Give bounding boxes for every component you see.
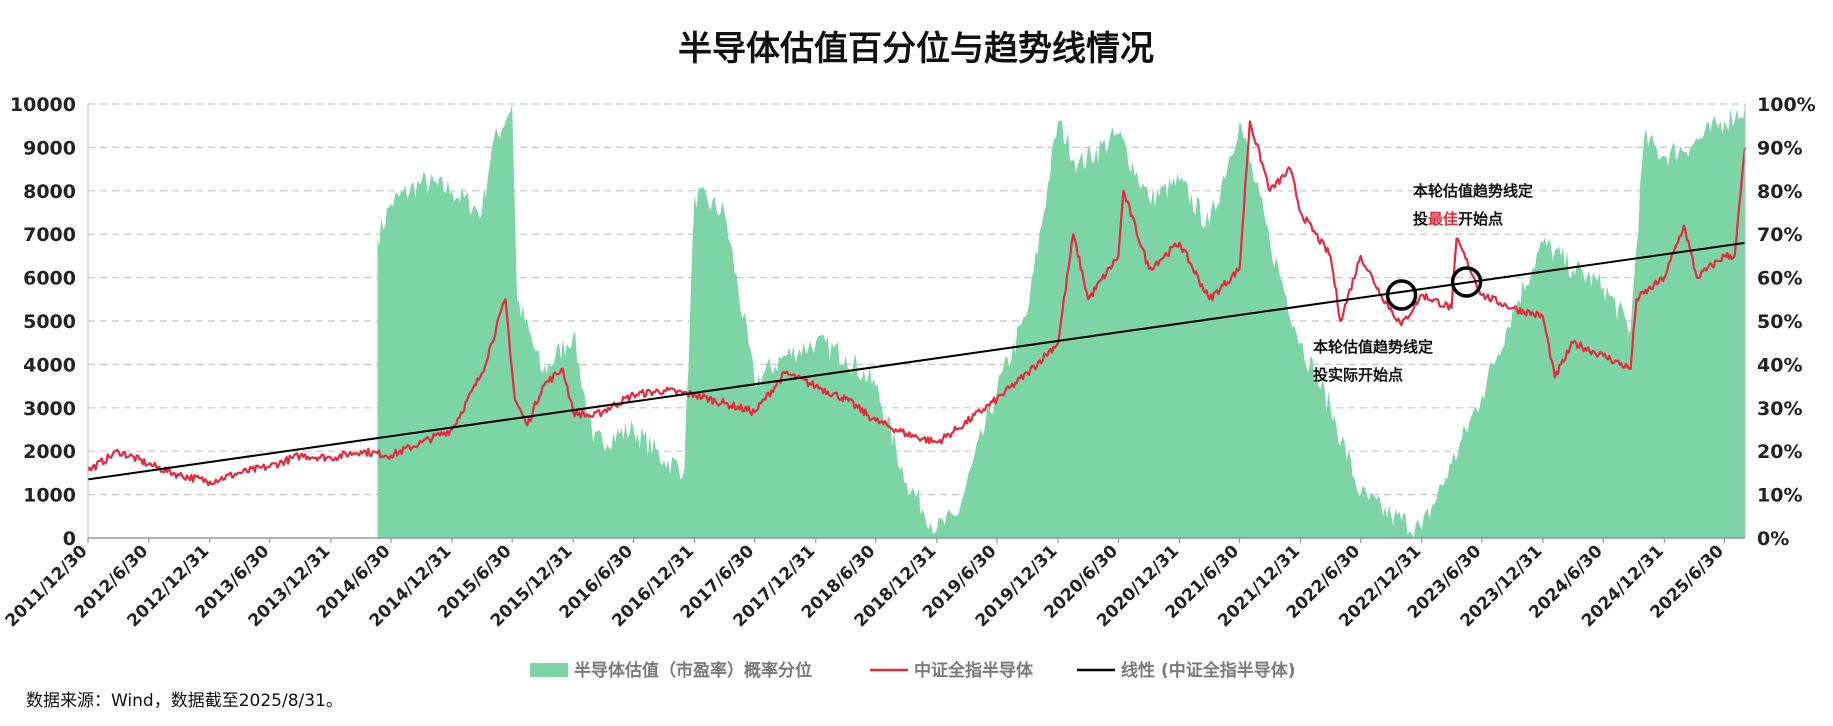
left-tick-label: 6000 bbox=[23, 268, 76, 290]
left-tick-label: 1000 bbox=[23, 485, 76, 507]
right-tick-label: 100% bbox=[1757, 94, 1816, 116]
legend-label: 线性 (中证全指半导体) bbox=[1121, 660, 1295, 681]
left-tick-label: 10000 bbox=[10, 94, 76, 116]
line-layer bbox=[87, 120, 1747, 487]
series-line-index bbox=[87, 120, 1747, 487]
series-line-trend bbox=[87, 241, 1746, 481]
annotation-marker-circle bbox=[1450, 266, 1483, 298]
legend-label: 半导体估值（市盈率）概率分位 bbox=[574, 660, 812, 681]
annotation-text-segment: 本轮估值趋势线定 bbox=[1413, 182, 1533, 200]
left-tick-label: 5000 bbox=[23, 311, 76, 333]
annotation-text-segment: 投实际开始点 bbox=[1313, 366, 1403, 384]
right-tick-label: 90% bbox=[1757, 137, 1802, 159]
annotation-text-segment: 开始点 bbox=[1458, 210, 1503, 228]
left-tick-label: 8000 bbox=[23, 181, 76, 203]
right-tick-label: 60% bbox=[1757, 268, 1802, 290]
annotation-text: 本轮估值趋势线定 bbox=[1313, 338, 1433, 356]
annotation-text-segment: 最佳 bbox=[1428, 210, 1458, 228]
right-tick-label: 10% bbox=[1757, 485, 1802, 507]
legend-label: 中证全指半导体 bbox=[914, 660, 1034, 681]
x-tick-label: 2011/12/30 bbox=[2, 541, 92, 631]
annotation-text-segment: 本轮估值趋势线定 bbox=[1313, 338, 1433, 356]
left-tick-label: 0 bbox=[63, 528, 76, 550]
right-tick-label: 20% bbox=[1757, 441, 1802, 463]
legend: 半导体估值（市盈率）概率分位 中证全指半导体 线性 (中证全指半导体) bbox=[530, 660, 1295, 681]
left-tick-label: 7000 bbox=[23, 224, 76, 246]
right-tick-label: 0% bbox=[1757, 528, 1789, 550]
annotation-marker-circle bbox=[1385, 279, 1418, 311]
right-tick-label: 30% bbox=[1757, 398, 1802, 420]
chart-title: 半导体估值百分位与趋势线情况 bbox=[678, 29, 1154, 69]
annotation-text: 投最佳开始点 bbox=[1413, 210, 1503, 228]
right-tick-label: 50% bbox=[1757, 311, 1802, 333]
left-tick-label: 9000 bbox=[23, 137, 76, 159]
legend-swatch bbox=[530, 663, 568, 677]
right-tick-label: 80% bbox=[1757, 181, 1802, 203]
annotation-text: 投实际开始点 bbox=[1313, 366, 1403, 384]
right-tick-label: 70% bbox=[1757, 224, 1802, 246]
annotation-text: 本轮估值趋势线定 bbox=[1413, 182, 1533, 200]
annotation-text-segment: 投 bbox=[1413, 210, 1428, 228]
left-tick-label: 3000 bbox=[23, 398, 76, 420]
source-note: 数据来源：Wind，数据截至2025/8/31。 bbox=[26, 691, 343, 711]
left-tick-label: 2000 bbox=[23, 441, 76, 463]
right-tick-label: 40% bbox=[1757, 354, 1802, 376]
left-tick-label: 4000 bbox=[23, 354, 76, 376]
